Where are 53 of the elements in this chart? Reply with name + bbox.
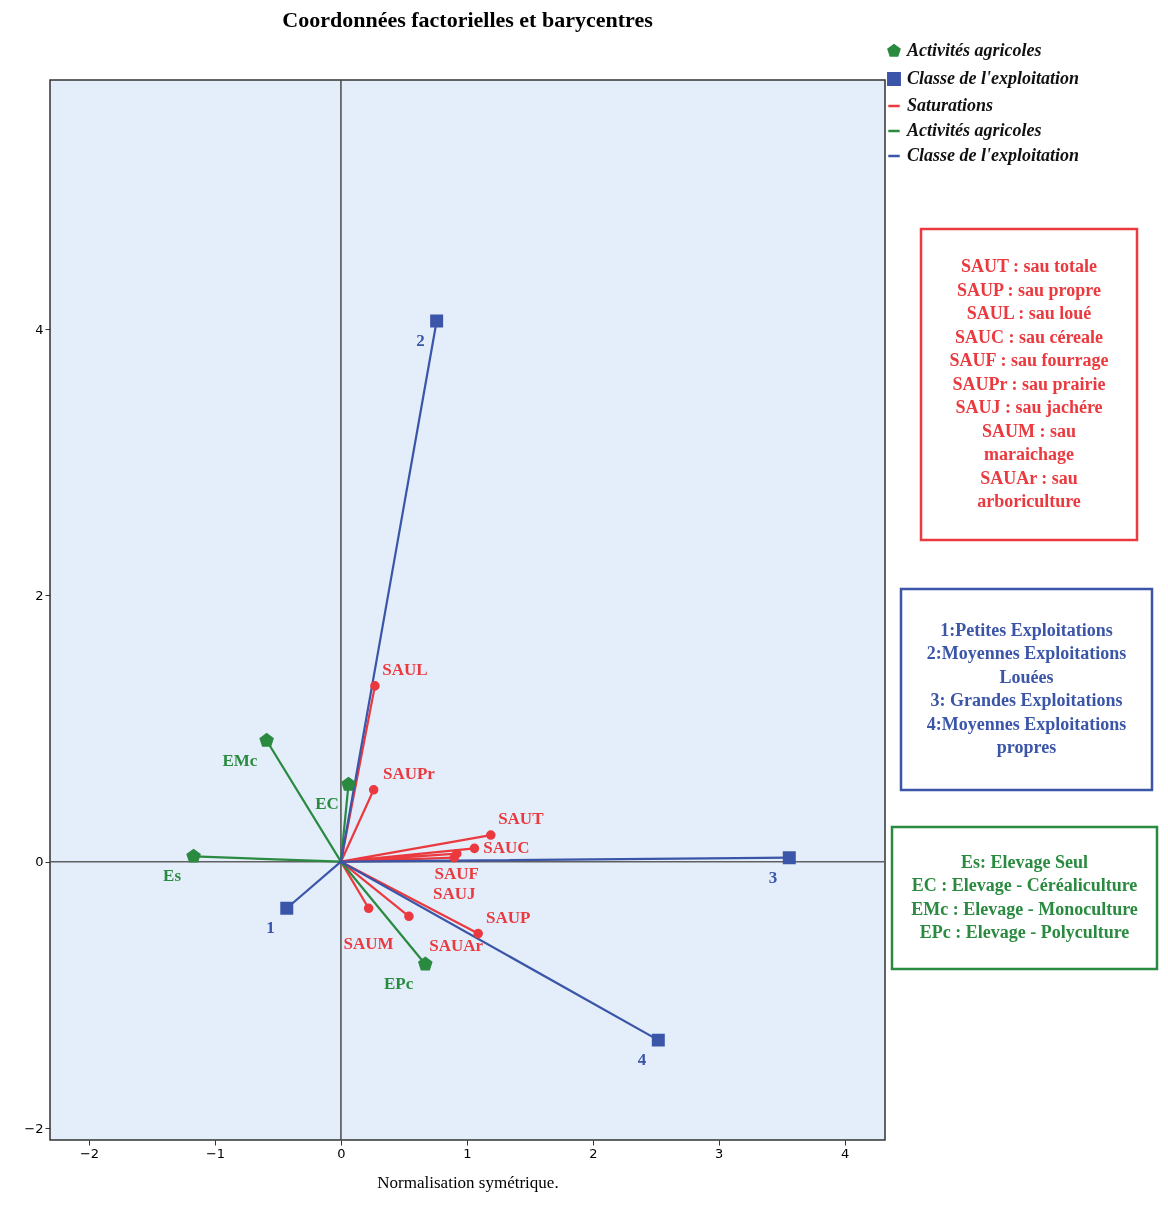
annotation: SAUM bbox=[343, 934, 394, 954]
point bbox=[259, 733, 274, 747]
y-tick-label: −2 bbox=[24, 1120, 44, 1136]
x-tick-label: 4 bbox=[841, 1145, 850, 1161]
annotation: Es bbox=[163, 866, 182, 886]
annotation: SAUL bbox=[382, 659, 428, 679]
x-tick-label: 0 bbox=[337, 1145, 346, 1161]
point bbox=[341, 777, 356, 791]
annotation: EPc bbox=[383, 974, 414, 994]
point bbox=[186, 848, 201, 863]
annotation: 4 bbox=[637, 1050, 647, 1070]
y-tick-label: 0 bbox=[35, 854, 44, 870]
annotation: SAUJ bbox=[433, 883, 477, 903]
text: 1:Petites Exploitations 2:Moyennes Exploitations Louées 3: Grandes Exploitations 4:Moyennes Exploitations propres bbox=[926, 619, 1127, 758]
point bbox=[782, 851, 796, 865]
annotation: SAUP bbox=[486, 907, 531, 927]
x-tick-label: −2 bbox=[79, 1145, 100, 1161]
x-axis-title: Normalisation symétrique. bbox=[377, 1172, 559, 1192]
text: Es: Elevage Seul EC : Elevage - Céréaliculture EMc : Elevage - Monoculture EPc : Elevage - Polyculture bbox=[911, 851, 1138, 943]
point bbox=[280, 901, 294, 915]
x-tick-label: 1 bbox=[463, 1145, 472, 1161]
annotation: SAUF bbox=[434, 863, 479, 883]
x-tick-label: 2 bbox=[589, 1145, 598, 1161]
y-tick-label: 4 bbox=[35, 321, 44, 337]
chart-title: Coordonnées factorielles et barycentres bbox=[282, 7, 654, 32]
legend-label: Activités agricoles bbox=[906, 120, 1042, 140]
x-tick-label: 3 bbox=[715, 1145, 724, 1161]
point bbox=[473, 928, 483, 939]
x-tick-label: −1 bbox=[205, 1145, 226, 1161]
annotation: 2 bbox=[416, 331, 425, 351]
annotation: EMc bbox=[222, 750, 258, 770]
legend-label: Classe de l'exploitation bbox=[907, 68, 1080, 88]
annotation: EC bbox=[315, 794, 339, 814]
annotation: SAUT bbox=[498, 809, 545, 829]
point bbox=[486, 830, 496, 840]
point bbox=[404, 911, 414, 922]
point bbox=[430, 314, 444, 328]
point bbox=[368, 784, 379, 795]
point bbox=[363, 903, 374, 914]
point bbox=[418, 956, 433, 971]
legend-label: Classe de l'exploitation bbox=[907, 145, 1080, 165]
annotation: SAUPr bbox=[382, 763, 436, 783]
legend-label: Activités agricoles bbox=[906, 40, 1042, 60]
point bbox=[370, 681, 380, 691]
annotation: 3 bbox=[768, 867, 778, 887]
point bbox=[651, 1033, 665, 1047]
text: SAUT : sau totale SAUP : sau propre SAUL : sau loué SAUC : sau céreale SAUF : sau fourrage SAUPr : sau prairie SAUJ : sau jachére SAUM : sau maraichage SAUAr : sau arboriculture bbox=[949, 256, 1109, 511]
legend-label: Saturations bbox=[907, 95, 994, 115]
annotation: SAUAr bbox=[429, 936, 484, 956]
point bbox=[469, 843, 480, 854]
annotation: SAUC bbox=[483, 838, 530, 858]
y-tick-label: 2 bbox=[35, 587, 44, 603]
annotation: 1 bbox=[266, 918, 275, 938]
